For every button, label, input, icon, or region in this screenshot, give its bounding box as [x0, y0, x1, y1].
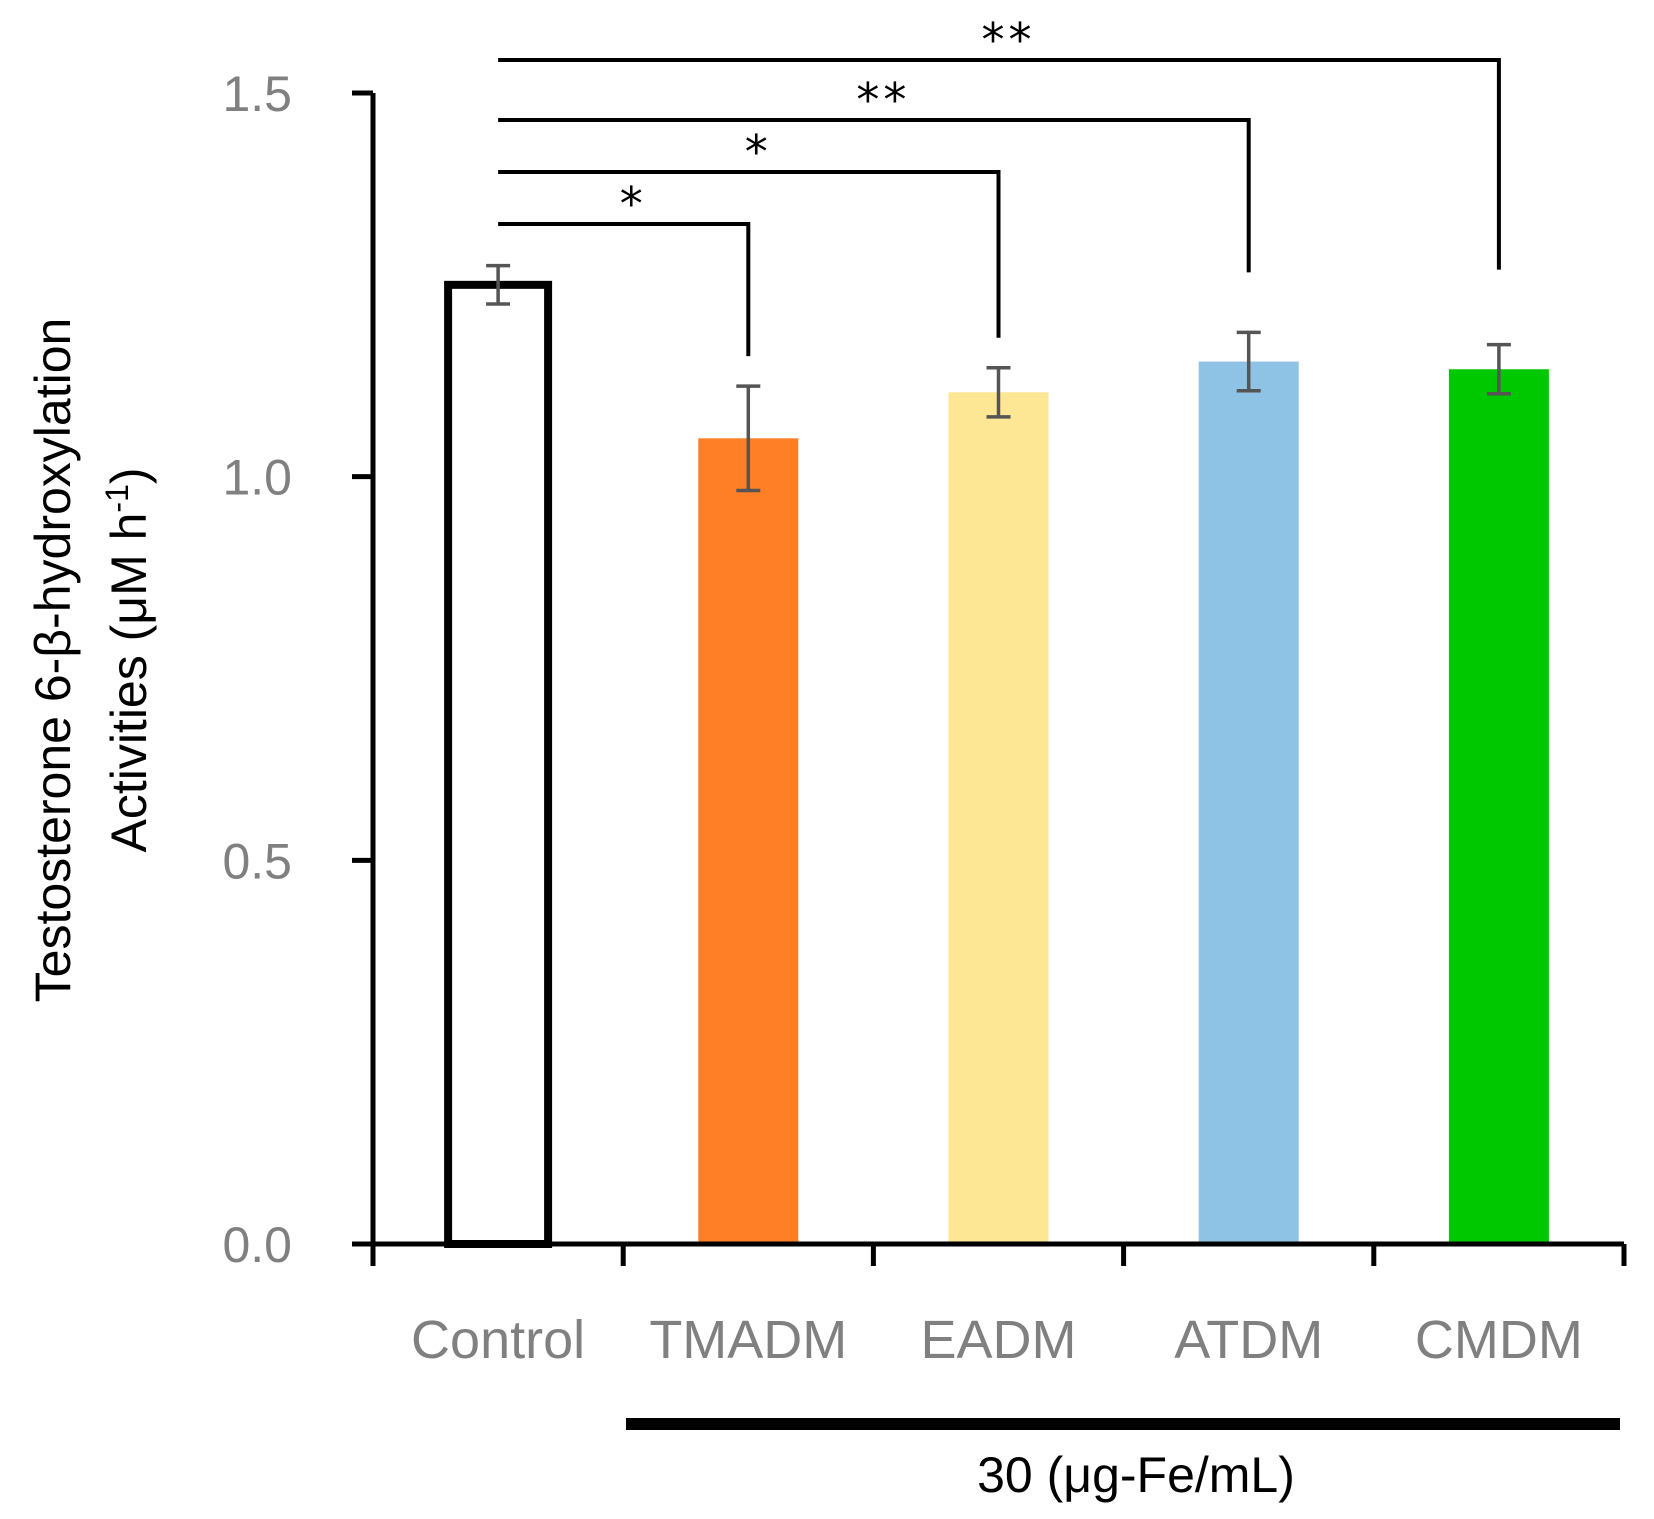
significance-label: * [745, 125, 772, 179]
x-category-label: Control [411, 1310, 585, 1370]
bar-cmdm [1448, 369, 1549, 1244]
significance-label: ** [856, 73, 910, 127]
bar-atdm [1198, 361, 1299, 1245]
significance-brackets: ****** [498, 13, 1501, 357]
y-tick-label: 1.5 [222, 66, 292, 122]
y-tick-label: 0.5 [222, 833, 292, 889]
x-category-label: TMADM [649, 1310, 847, 1370]
significance-line [498, 170, 1001, 338]
significance-bracket-atdm: ** [498, 73, 1251, 273]
y-axis-title-line2: Activities (μM h [101, 513, 157, 853]
significance-line [498, 58, 1501, 270]
x-axis-categories: Control TMADM EADM ATDM CMDM [411, 1310, 1583, 1370]
y-tick-label: 1.0 [222, 450, 292, 506]
significance-line [498, 222, 751, 357]
y-axis-title-superscript: -1 [99, 484, 135, 512]
plot-area [444, 263, 1549, 1249]
x-category-label: ATDM [1174, 1310, 1323, 1370]
y-axis-title-units: Activities (μM h-1) [99, 467, 157, 852]
y-axis-title: Testosterone 6-β-hydroxylation [25, 318, 81, 1003]
bar-tmadm [698, 438, 799, 1244]
significance-label: ** [982, 13, 1036, 67]
bar-control [444, 280, 553, 1249]
group-label: 30 (μg-Fe/mL) [977, 1447, 1295, 1503]
significance-label: * [620, 177, 647, 231]
significance-bracket-eadm: * [498, 125, 1001, 338]
significance-bracket-cmdm: ** [498, 13, 1501, 270]
y-axis-title-close: ) [101, 467, 157, 484]
y-axis-ticks: 0.0 0.5 1.0 1.5 [222, 66, 1627, 1273]
significance-bracket-tmadm: * [498, 177, 751, 357]
y-tick-label: 0.0 [222, 1217, 292, 1273]
significance-line [498, 118, 1251, 273]
y-axis-title-line1: Testosterone 6-β-hydroxylation [25, 318, 81, 1003]
x-category-label: EADM [920, 1310, 1076, 1370]
bar-eadm [948, 392, 1049, 1244]
x-category-label: CMDM [1415, 1310, 1583, 1370]
